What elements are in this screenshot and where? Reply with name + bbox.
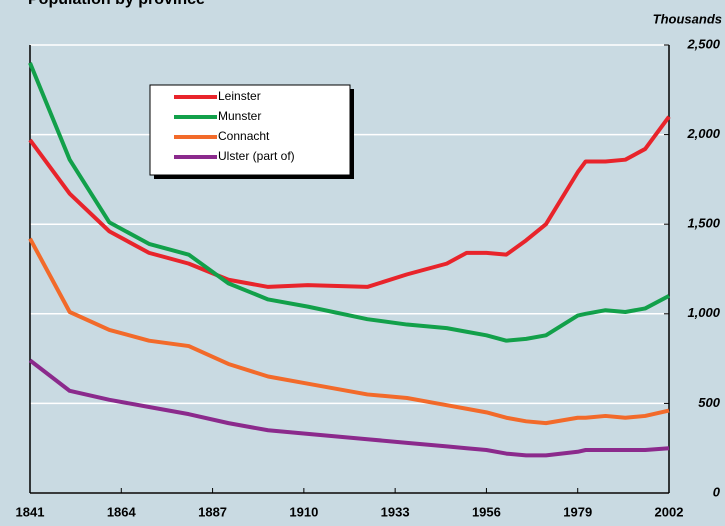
chart-title: Population by province [28, 0, 205, 8]
x-tick-label: 2002 [655, 504, 684, 519]
line [28, 237, 670, 426]
x-tick-label: 1887 [198, 504, 227, 519]
x-tick-label: 1956 [472, 504, 501, 519]
line [28, 62, 670, 343]
x-tick-label: 1864 [107, 504, 137, 519]
legend-label: Munster [218, 109, 261, 123]
x-tick-label: 1910 [289, 504, 318, 519]
legend-label: Ulster (part of) [218, 149, 295, 163]
y-tick-label: 1,000 [687, 305, 720, 320]
y-tick-label: 500 [698, 395, 720, 410]
y-tick-label: 0 [713, 484, 721, 499]
line [28, 358, 670, 458]
x-tick-label: 1841 [16, 504, 45, 519]
legend [149, 84, 351, 176]
y-tick-label: 2,000 [686, 126, 720, 141]
y-tick-label: 1,500 [687, 216, 720, 231]
legend-label: Connacht [218, 129, 270, 143]
y-tick-label: 2,500 [686, 36, 720, 51]
x-tick-label: 1979 [563, 504, 592, 519]
line [28, 115, 671, 289]
legend-label: Leinster [218, 89, 261, 103]
x-tick-label: 1933 [381, 504, 410, 519]
y-axis-label: Thousands [653, 11, 722, 26]
